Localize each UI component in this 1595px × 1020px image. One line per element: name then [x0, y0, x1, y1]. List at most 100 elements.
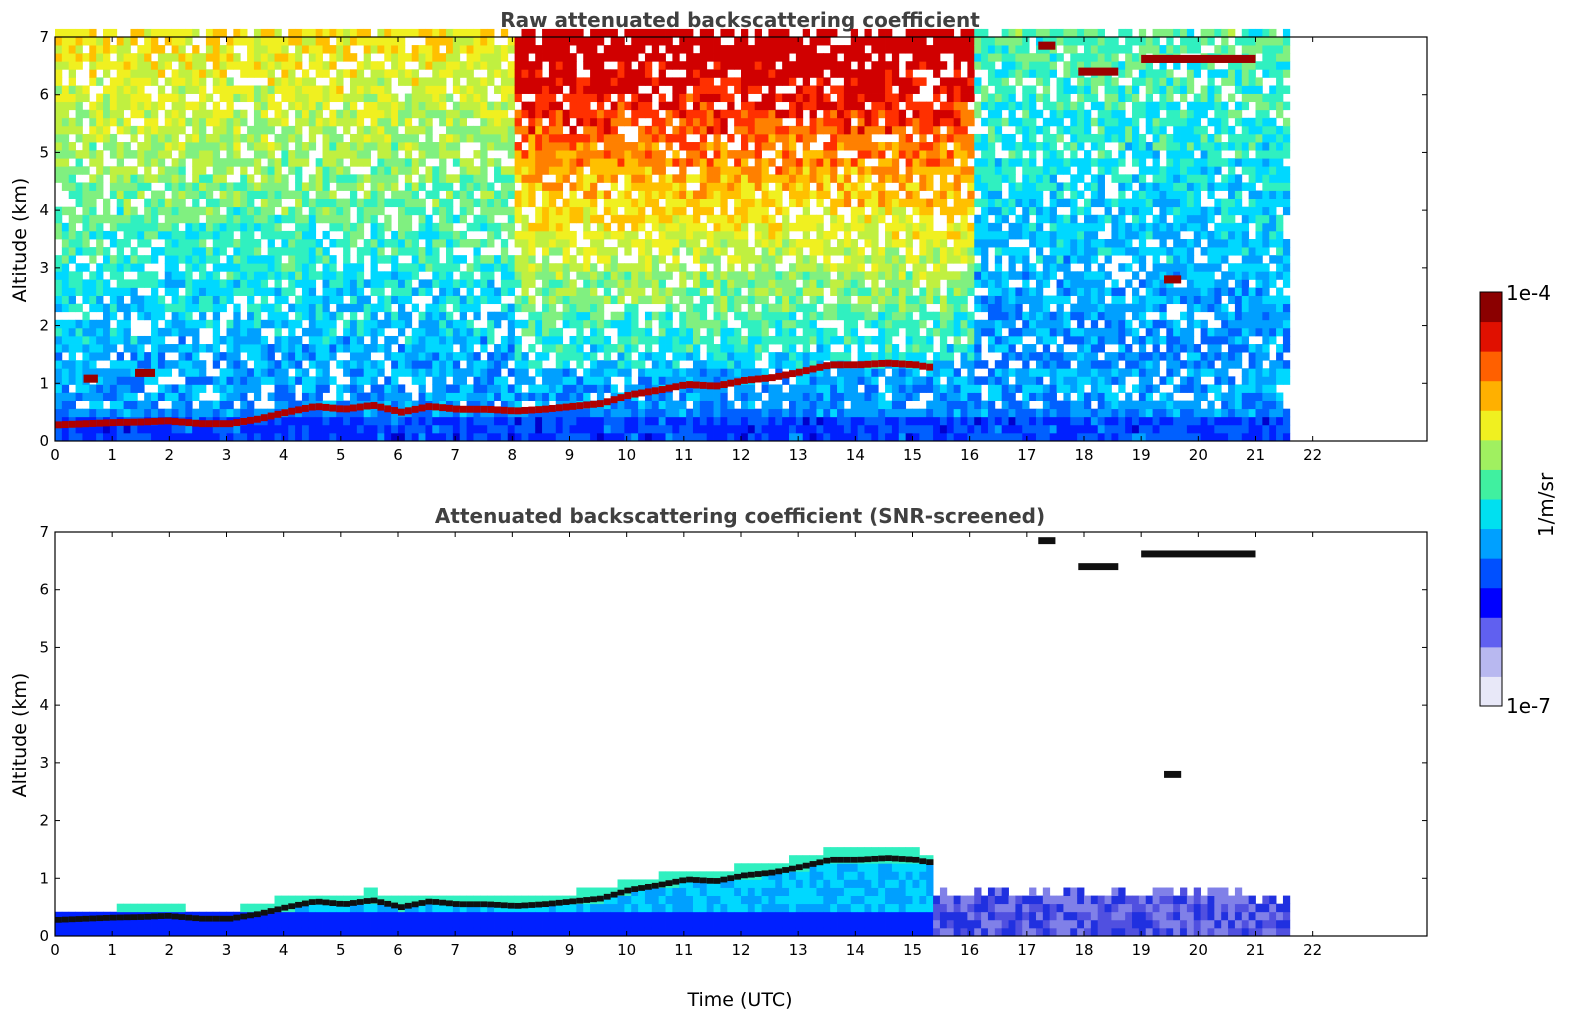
heatmap-cell [253, 101, 262, 111]
heatmap-cell [782, 327, 790, 337]
heatmap-cell [754, 239, 762, 248]
heatmap-cell [775, 432, 783, 442]
heatmap-cell [322, 61, 330, 70]
heatmap-cell [644, 158, 653, 167]
heatmap-cell [590, 28, 598, 38]
heatmap-cell [631, 416, 639, 426]
heatmap-cell [569, 93, 577, 103]
heatmap-cell [775, 319, 783, 329]
heatmap-cell [322, 142, 330, 151]
heatmap-cell [528, 303, 536, 313]
heatmap-cell [363, 125, 371, 135]
heatmap-cell [370, 263, 378, 272]
heatmap-cell [267, 190, 275, 199]
heatmap-cell [741, 247, 749, 256]
heatmap-cell [562, 61, 570, 70]
heatmap-cell [583, 424, 591, 434]
heatmap-cell [103, 206, 111, 216]
heatmap-cell [466, 424, 474, 434]
heatmap-cell [199, 239, 207, 248]
heatmap-cell [68, 279, 76, 288]
heatmap-cell [322, 247, 330, 256]
boundary-layer-cell [665, 384, 673, 392]
heatmap-cell [747, 190, 756, 199]
heatmap-cell [205, 255, 214, 264]
heatmap-cell [651, 166, 660, 175]
heatmap-cell [686, 432, 694, 442]
heatmap-cell [576, 182, 584, 191]
heatmap-cell [103, 198, 111, 208]
heatmap-cell [391, 37, 399, 46]
heatmap-cell [96, 344, 104, 353]
heatmap-cell [576, 416, 584, 426]
heatmap-cell [679, 158, 687, 167]
heatmap-cell [837, 125, 845, 135]
heatmap-cell [596, 319, 605, 329]
heatmap-cell [212, 28, 221, 38]
heatmap-cell [452, 400, 461, 410]
heatmap-cell [795, 295, 804, 305]
heatmap-cell [521, 352, 529, 361]
heatmap-cell [706, 295, 714, 305]
heatmap-cell [349, 150, 358, 159]
heatmap-cell [658, 61, 666, 70]
heatmap-cell [542, 206, 550, 216]
heatmap-cell [260, 424, 269, 434]
heatmap-cell [377, 424, 385, 434]
heatmap-cell [260, 190, 269, 199]
heatmap-cell [199, 295, 207, 305]
heatmap-cell [247, 190, 255, 199]
heatmap-cell [212, 198, 221, 208]
heatmap-cell [555, 117, 564, 127]
heatmap-cell [727, 174, 735, 183]
heatmap-cell [542, 125, 550, 135]
heatmap-cell [713, 109, 721, 119]
heatmap-cell [109, 368, 118, 377]
heatmap-cell [253, 255, 262, 264]
heatmap-cell [638, 327, 646, 337]
heatmap-cell [706, 352, 714, 361]
heatmap-cell [521, 37, 529, 46]
heatmap-cell [274, 279, 282, 288]
heatmap-cell [349, 53, 358, 62]
heatmap-cell [795, 53, 804, 62]
heatmap-cell [425, 230, 433, 240]
heatmap-cell [843, 327, 852, 337]
heatmap-cell [336, 69, 344, 78]
heatmap-cell [425, 416, 433, 426]
heatmap-cell [288, 77, 296, 86]
heatmap-cell [576, 335, 584, 345]
heatmap-cell [267, 45, 275, 54]
heatmap-cell [96, 150, 104, 159]
heatmap-cell [398, 271, 406, 280]
heatmap-cell [130, 85, 138, 94]
heatmap-cell [741, 400, 749, 410]
heatmap-cell [631, 69, 639, 78]
heatmap-cell [713, 45, 721, 54]
heatmap-cell [103, 101, 111, 111]
heatmap-cell [82, 335, 90, 345]
heatmap-cell [315, 101, 323, 111]
boundary-layer-cell [96, 419, 104, 427]
heatmap-cell [398, 432, 406, 442]
heatmap-cell [226, 360, 234, 369]
heatmap-cell [830, 166, 838, 175]
heatmap-cell [494, 384, 502, 393]
heatmap-cell [377, 271, 385, 280]
heatmap-cell [809, 376, 817, 385]
heatmap-cell [644, 61, 653, 70]
heatmap-cell [205, 319, 214, 329]
heatmap-cell [610, 182, 618, 191]
heatmap-cell [789, 37, 797, 46]
heatmap-cell [281, 384, 289, 393]
heatmap-cell [699, 360, 708, 369]
heatmap-cell [363, 158, 371, 167]
heatmap-cell [274, 182, 282, 191]
heatmap-cell [295, 158, 303, 167]
heatmap-cell [89, 206, 97, 216]
heatmap-cell [727, 150, 735, 159]
heatmap-cell [439, 117, 447, 127]
heatmap-cell [452, 133, 461, 143]
heatmap-cell [55, 150, 63, 159]
heatmap-cell [75, 166, 83, 175]
